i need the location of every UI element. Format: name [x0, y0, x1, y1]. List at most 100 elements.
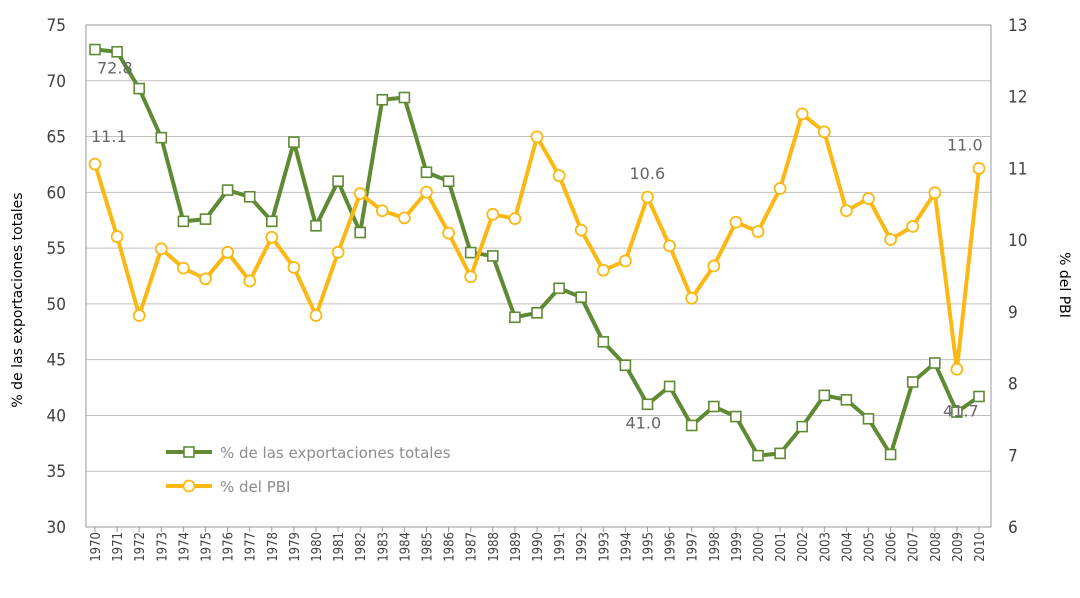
data-label: 41.0 [626, 413, 662, 432]
y-tick-label-right: 10 [1008, 231, 1027, 251]
data-point-square [774, 447, 786, 460]
x-tick-label: 1970 [89, 532, 104, 562]
x-tick-label: 1999 [730, 532, 745, 562]
y-tick-label-left: 40 [47, 406, 66, 426]
data-point-circle [972, 162, 986, 175]
x-tick-label: 2003 [818, 532, 833, 562]
x-tick-label: 1971 [111, 532, 126, 562]
data-label: 11.0 [947, 135, 983, 154]
data-point-square [951, 406, 963, 418]
x-tick-label: 1972 [133, 532, 148, 562]
plot-border [85, 24, 992, 528]
data-point-square [89, 43, 101, 56]
x-tick-label: 1992 [575, 532, 590, 562]
x-tick-label: 1996 [664, 532, 679, 562]
x-tick-label: 2005 [863, 532, 878, 562]
data-label: 72.8 [97, 59, 133, 78]
data-point-square [177, 215, 190, 228]
x-tick-label: 1985 [421, 532, 436, 562]
x-tick-label: 1987 [465, 532, 480, 562]
data-point-circle [817, 125, 831, 139]
data-point-square [310, 220, 322, 232]
data-point-square [641, 398, 654, 411]
data-point-circle [552, 169, 566, 183]
data-point-square [531, 307, 543, 319]
y-tick-label-left: 30 [47, 518, 66, 538]
data-point-square [398, 91, 411, 104]
y-tick-label-right: 7 [1008, 446, 1018, 466]
x-tick-label: 1994 [619, 532, 634, 562]
y-axis-left-ticks: 30 35 40 45 50 55 60 65 70 75 [47, 16, 66, 538]
y-tick-label-left: 50 [47, 295, 66, 315]
data-label: 41.7 [943, 401, 979, 420]
x-tick-label: 1980 [310, 532, 325, 562]
y-tick-label-left: 65 [47, 128, 66, 148]
data-point-square [243, 190, 256, 203]
data-point-circle [641, 190, 654, 204]
data-point-square [730, 410, 742, 423]
y-tick-label-left: 70 [47, 72, 66, 92]
data-point-circle [884, 233, 897, 246]
data-point-square [597, 336, 610, 348]
data-point-square [288, 136, 300, 148]
x-tick-label: 2000 [752, 532, 767, 562]
data-point-circle [243, 274, 257, 288]
data-label: 10.6 [630, 164, 666, 183]
x-tick-label: 1975 [200, 532, 215, 562]
y-tick-label-left: 60 [47, 183, 66, 203]
x-tick-label: 1993 [597, 532, 612, 562]
y-tick-label-left: 45 [47, 351, 66, 371]
series-exports [89, 43, 985, 462]
data-point-square [486, 250, 499, 262]
data-point-circle [397, 211, 411, 225]
x-tick-label: 1973 [155, 532, 170, 562]
y-tick-label-left: 55 [47, 239, 66, 259]
x-tick-label: 1995 [642, 532, 657, 562]
y-tick-label-right: 11 [1008, 159, 1027, 179]
x-tick-label: 1983 [376, 532, 391, 562]
data-point-square [332, 175, 344, 187]
data-point-circle [928, 186, 942, 200]
data-point-square [265, 215, 278, 228]
data-point-square [973, 390, 985, 403]
data-point-square [685, 419, 698, 432]
data-point-circle [508, 212, 522, 226]
x-tick-label: 2007 [907, 532, 922, 562]
x-tick-label: 1976 [222, 532, 237, 562]
x-tick-label: 1986 [443, 532, 458, 562]
data-point-circle [110, 230, 124, 243]
data-point-circle [331, 245, 345, 259]
data-point-circle [950, 362, 964, 376]
data-point-square [221, 184, 234, 196]
data-point-circle [176, 261, 190, 275]
data-point-square [111, 45, 123, 58]
data-point-circle [619, 254, 632, 268]
data-point-square [840, 394, 853, 406]
data-point-square [818, 389, 831, 402]
y-tick-label-right: 8 [1008, 375, 1018, 395]
x-tick-label: 1988 [487, 532, 502, 562]
legend-item-exports: % de las exportaciones totales [166, 444, 451, 462]
y-tick-label-right: 13 [1008, 16, 1027, 36]
data-point-square [464, 246, 477, 259]
data-point-circle [265, 230, 279, 244]
x-tick-label: 2009 [951, 532, 966, 562]
data-point-circle [729, 215, 743, 229]
x-tick-label: 1997 [686, 532, 701, 562]
x-tick-label: 1984 [398, 532, 413, 562]
x-tick-label: 1979 [288, 532, 303, 562]
legend-label-pbi: % del PBI [220, 478, 290, 496]
x-tick-label: 1981 [332, 532, 347, 562]
legend-marker-square [183, 446, 195, 458]
y-tick-label-right: 6 [1008, 518, 1018, 538]
x-tick-label: 2004 [840, 532, 855, 562]
data-point-circle [530, 130, 544, 144]
data-point-circle [707, 259, 721, 273]
legend-label-exports: % de las exportaciones totales [220, 444, 451, 462]
y-axis-right-title: % del PBI [1056, 252, 1072, 318]
data-point-square [906, 376, 919, 388]
y-axis-right-ticks: 6 7 8 9 10 11 12 13 [1008, 16, 1027, 538]
data-point-square [796, 420, 809, 433]
data-point-square [862, 412, 875, 425]
